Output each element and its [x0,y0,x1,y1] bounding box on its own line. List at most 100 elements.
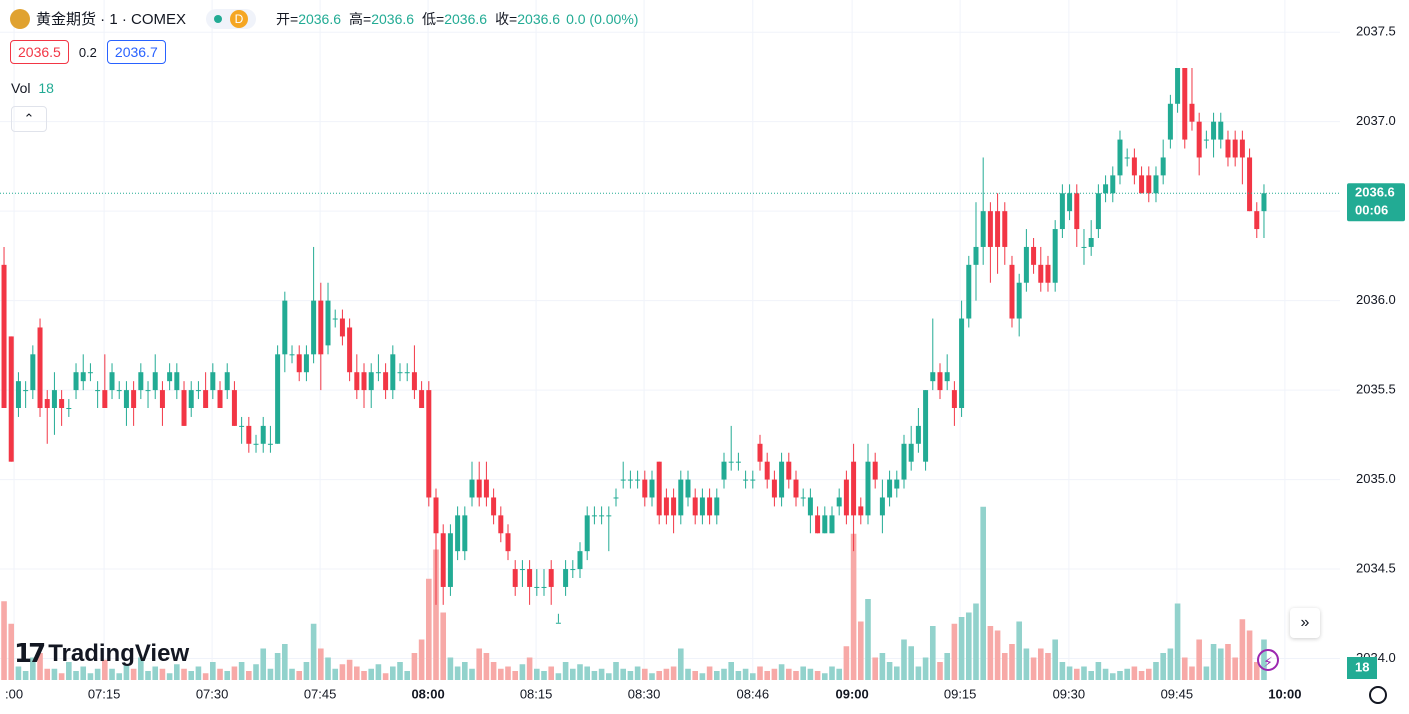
volume-bar [346,659,353,680]
candle-body [735,461,741,463]
scroll-right[interactable]: » [1290,608,1320,638]
candle-body [1023,246,1029,283]
candle-body [620,479,626,481]
candle-body [174,372,180,391]
volume-bar [58,673,65,680]
candle-body [836,497,842,507]
alert-icon[interactable]: ⚡ [1257,649,1279,671]
ask[interactable]: 2036.7 [106,40,166,64]
candle-body [527,569,533,587]
volume-bar [303,662,310,680]
candle-body [419,390,425,408]
volume-bar [735,671,742,680]
candle-body [239,425,245,427]
candle-body [102,390,108,408]
volume-bar [80,666,87,680]
volume-bar [1253,662,1260,680]
volume-bar [238,662,245,680]
candle-body [8,336,14,462]
volume-bar [649,673,655,680]
candle-body [635,479,641,481]
volume-bar [555,673,562,680]
volume-bar [843,646,850,680]
ohlc-label: 高= [349,10,372,27]
candle-body [771,479,777,498]
candle-body [167,372,173,382]
volume-bar [1052,639,1058,680]
x-tick-label: 07:15 [88,686,121,701]
volume-bar [584,666,591,680]
candle-body [267,443,273,445]
candle-body [1139,175,1145,194]
candle-body [807,497,813,516]
candle-body [555,622,561,624]
candle-body [339,318,345,337]
collapse-button[interactable]: ⌃ [11,106,47,132]
volume-bar [570,668,576,680]
change: 0.0 (0.00%) [566,10,639,27]
candle-body [469,479,475,498]
candle-body [757,443,763,462]
volume-bar [8,623,15,680]
candle-body [923,390,929,462]
candle-body [1103,184,1109,194]
volume-bar [440,612,447,680]
candle-body [1211,121,1217,140]
status-dot [214,14,223,23]
volume-bar [22,671,29,680]
volume-bar [613,662,619,680]
candle-body [1131,157,1137,176]
settings-icon[interactable] [1369,686,1387,704]
candle-body [1254,211,1260,230]
candle-body [519,569,525,571]
volume-bar [159,668,166,680]
candle-body [476,479,482,498]
candle-body [851,461,857,516]
candle-body [663,497,669,516]
candle-body [584,515,590,552]
legend-row: 黄金期货 · 1 · COMEX D 开=2036.6 高=2036.6 低=203… [10,8,638,29]
volume-bar [987,626,994,680]
candle-body [599,515,605,517]
volume-bar [1037,648,1044,680]
volume-bar [411,653,418,680]
volume-bar [1210,644,1217,680]
volume-bar [1030,657,1037,680]
last-price-label: 2036.6 [1355,185,1395,200]
volume-bar [785,668,792,680]
bid[interactable]: 2036.5 [10,40,69,64]
candle-body [649,479,655,498]
volume-bar [30,657,36,680]
candle-body [548,569,554,587]
candle-body [433,497,439,534]
candle-body [656,461,662,516]
candle-body [289,354,295,356]
volume-bar [397,662,403,680]
candle-body [642,479,648,498]
volume-bar [1073,668,1080,680]
candle-body [375,372,381,374]
candle-body [786,461,792,480]
symbol[interactable]: 黄金期货 · 1 · COMEX [36,11,187,28]
volume-bar [980,506,986,680]
candle-body [973,246,979,265]
volume-bar [1232,657,1238,680]
countdown-label: 00:06 [1355,203,1388,218]
volume-bar [195,666,202,680]
volume-bar [1217,648,1224,680]
volume-bar [260,648,267,680]
candle-body [491,497,497,516]
candle-body [613,497,619,499]
volume-bar [872,657,878,680]
candle-body [138,372,144,391]
volume-bar [318,648,324,680]
candle-body [505,533,511,552]
candle-body [1059,193,1065,230]
candle-body [87,372,93,374]
volume-bar [901,639,907,680]
volume-bar [677,648,684,680]
volume-bar [886,662,893,680]
volume-bar [339,664,346,680]
